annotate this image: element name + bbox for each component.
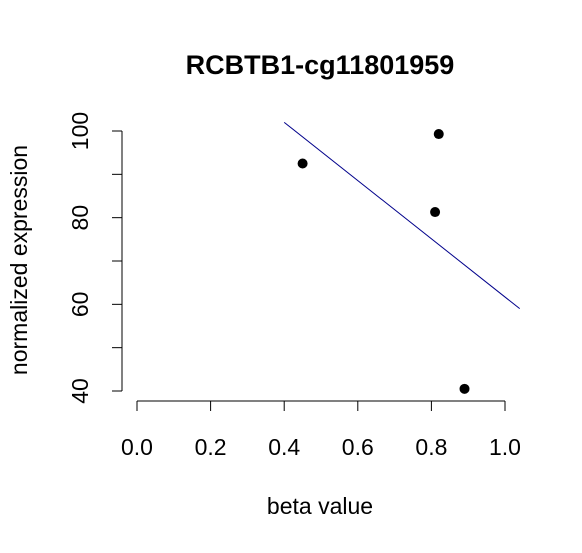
x-tick-label: 0.4: [268, 434, 300, 460]
y-axis-label: normalized expression: [6, 145, 32, 375]
x-tick-label: 0.8: [415, 434, 447, 460]
x-axis: 0.0 0.2 0.4 0.6 0.8 1.0: [121, 400, 521, 460]
y-tick-label: 40: [67, 378, 93, 404]
y-tick-label: 60: [67, 292, 93, 318]
x-axis-label: beta value: [267, 493, 373, 519]
y-tick-label: 100: [67, 112, 93, 150]
x-tick-label: 0.0: [121, 434, 153, 460]
data-point: [433, 129, 444, 140]
chart-title: RCBTB1-cg11801959: [186, 50, 455, 80]
regression-line-group: [283, 121, 521, 310]
y-tick-label: 80: [67, 205, 93, 231]
data-point: [430, 207, 441, 218]
regression-line: [283, 121, 521, 310]
x-tick-label: 1.0: [489, 434, 521, 460]
y-axis: 40 60 80 100: [67, 112, 123, 404]
x-tick-label: 0.2: [195, 434, 227, 460]
x-tick-label: 0.6: [342, 434, 374, 460]
data-point: [459, 383, 470, 394]
data-point: [297, 158, 308, 169]
data-points: [297, 129, 470, 394]
